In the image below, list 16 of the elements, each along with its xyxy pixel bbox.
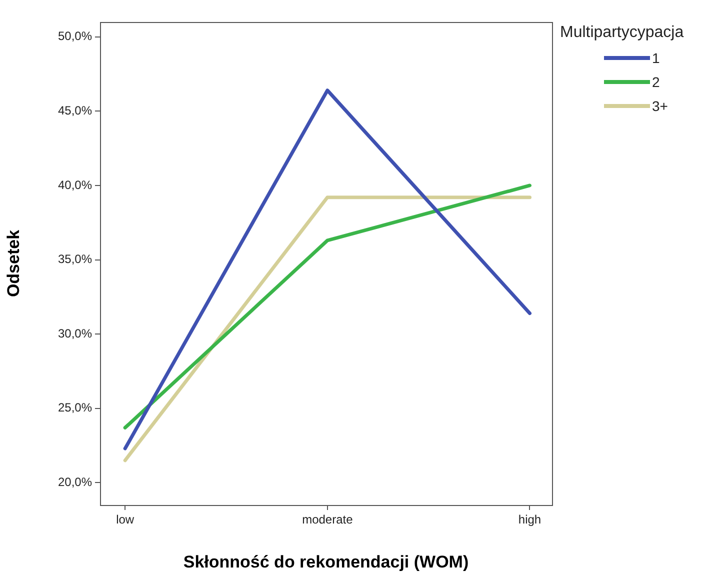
x-tick-label: moderate (302, 512, 354, 527)
x-axis-title: Skłonność do rekomendacji (WOM) (183, 552, 469, 572)
y-tick-label: 45,0% (58, 103, 92, 118)
y-axis-title: Odsetek (4, 229, 23, 298)
y-tick-label: 40,0% (58, 178, 92, 192)
x-tick-label: low (116, 512, 134, 527)
y-tick-label: 25,0% (58, 400, 92, 415)
legend-title: Multipartycypacja (560, 24, 684, 42)
y-tick-label: 20,0% (58, 475, 92, 490)
y-tick-label: 35,0% (58, 252, 92, 266)
legend-label: 1 (652, 50, 660, 66)
legend-label: 3+ (652, 98, 668, 114)
x-tick-label: high (518, 512, 542, 527)
y-tick-label: 30,0% (58, 326, 92, 340)
y-tick-label: 50,0% (58, 29, 92, 44)
legend-label: 2 (652, 74, 660, 90)
